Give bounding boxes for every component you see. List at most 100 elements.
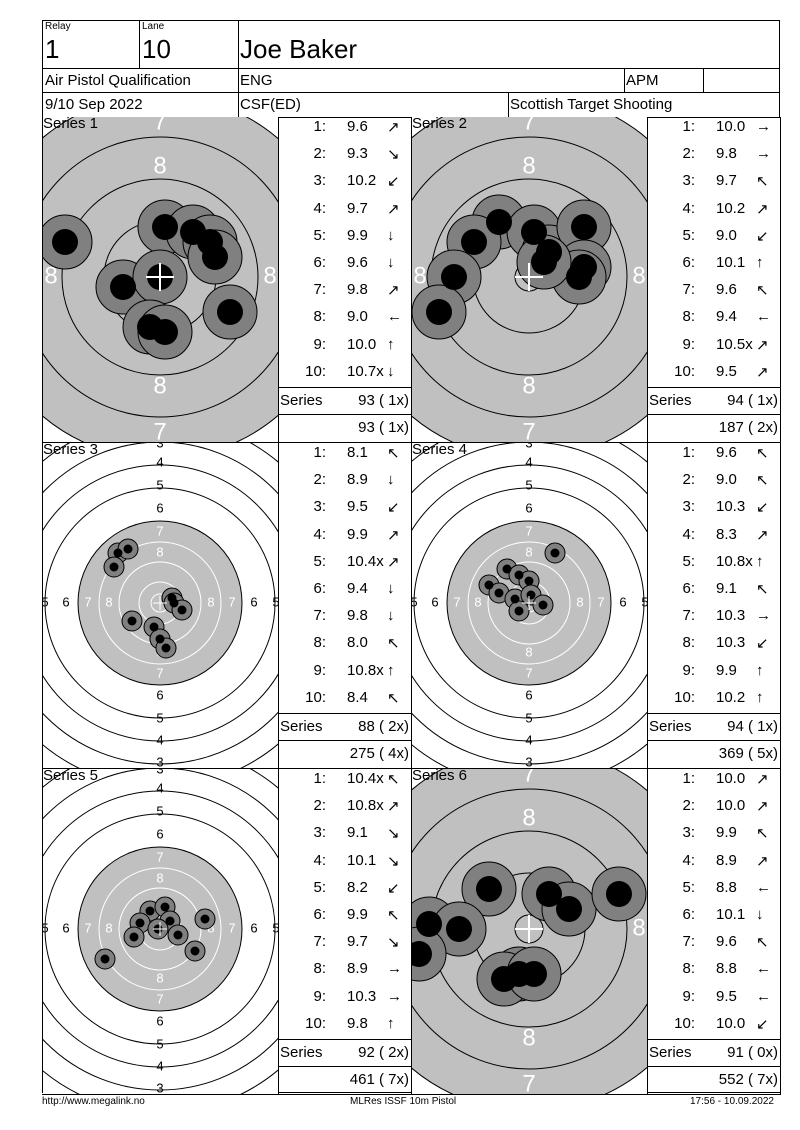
- shot-score: 9.3: [347, 145, 368, 163]
- shot-direction-icon: ↓: [756, 906, 764, 923]
- shot-row: 7: 9.8 ↗: [279, 281, 410, 308]
- shot-row: 2: 9.8 →: [648, 145, 779, 172]
- shot-center: [149, 622, 159, 632]
- shot-number: 5:: [313, 226, 326, 244]
- shot-score: 9.8: [347, 607, 368, 625]
- shot-row: 6: 9.1 ↖: [648, 580, 779, 607]
- shot-row: 4: 8.9 ↗: [648, 852, 779, 879]
- series-title: Series 2: [412, 115, 468, 132]
- shot-direction-icon: ↓: [387, 580, 395, 597]
- shot-center: [521, 961, 547, 987]
- ring-label: 8: [263, 262, 276, 289]
- ring-label: 8: [474, 594, 481, 609]
- shot-direction-icon: ↙: [387, 879, 400, 897]
- relay-label: Relay: [45, 21, 71, 32]
- shot-number: 10:: [305, 688, 326, 706]
- shot-direction-icon: ↗: [387, 200, 400, 218]
- shot-row: 4: 10.1 ↘: [279, 852, 410, 879]
- shot-direction-icon: ↘: [387, 934, 400, 952]
- footer-url[interactable]: http://www.megalink.no: [42, 1096, 145, 1107]
- shot-center: [556, 896, 582, 922]
- shot-direction-icon: →: [387, 960, 402, 978]
- shot-score: 9.1: [716, 580, 737, 597]
- shot-number: 2:: [682, 471, 695, 489]
- shot-row: 1: 8.1 ↖: [279, 444, 410, 471]
- shot-score: 9.4: [347, 580, 368, 597]
- shot-direction-icon: ←: [756, 308, 771, 326]
- shot-score: 9.7: [347, 199, 368, 217]
- shot-center: [152, 319, 178, 345]
- ring-label: 8: [632, 914, 645, 941]
- shot-number: 6:: [682, 254, 695, 271]
- ring-label: 7: [156, 991, 163, 1006]
- ring-label: 7: [153, 418, 166, 442]
- shot-number: 1:: [682, 118, 695, 135]
- shot-direction-icon: ↙: [756, 1015, 769, 1033]
- shot-direction-icon: ↗: [387, 553, 400, 571]
- shot-row: 10: 9.5 ↗: [648, 363, 779, 390]
- series-total: 94 ( 1x): [727, 392, 778, 409]
- ring-label: 8: [156, 870, 163, 885]
- shot-center: [190, 946, 200, 956]
- running-total: 275 ( 4x): [349, 745, 409, 762]
- shot-direction-icon: ↗: [756, 363, 769, 381]
- shot-center: [494, 588, 504, 598]
- target-svg: 7 8 8 7 8 8: [412, 117, 647, 442]
- shot-direction-icon: ↗: [387, 282, 400, 300]
- ring-label: 8: [153, 372, 166, 399]
- ring-label: 5: [156, 710, 163, 725]
- shot-direction-icon: ↖: [387, 689, 400, 707]
- ring-label: 7: [525, 665, 532, 680]
- shot-direction-icon: ↗: [387, 798, 400, 816]
- series-total-label: Series: [649, 1044, 692, 1061]
- shot-center: [152, 214, 178, 240]
- target-svg: 34567887654356788765: [43, 769, 278, 1094]
- shot-score: 9.5: [716, 362, 737, 380]
- shot-row: 7: 9.8 ↓: [279, 607, 410, 634]
- shot-number: 10:: [674, 688, 695, 706]
- shot-score: 10.1: [347, 851, 377, 869]
- series-total-label: Series: [280, 1044, 323, 1061]
- shot-score: 8.9: [347, 471, 368, 489]
- shot-score: 9.6: [716, 281, 737, 299]
- ring-label: 8: [207, 920, 214, 935]
- nation: ENG: [240, 72, 273, 89]
- ring-label: 7: [84, 594, 91, 609]
- shot-score: 10.0: [716, 770, 746, 787]
- shot-direction-icon: →: [756, 118, 771, 135]
- running-total: 93 ( 1x): [358, 419, 409, 436]
- ring-label: 8: [525, 644, 532, 659]
- shot-number: 9:: [313, 661, 326, 679]
- shot-direction-icon: ↙: [387, 499, 400, 517]
- target-4: 34567887654356788765: [412, 443, 647, 768]
- shot-center: [536, 881, 562, 907]
- ring-label: 7: [597, 594, 604, 609]
- ring-label: 8: [156, 970, 163, 985]
- shot-score: 8.8: [716, 960, 737, 978]
- shot-direction-icon: ↓: [387, 362, 395, 380]
- shot-row: 5: 8.2 ↙: [279, 879, 410, 906]
- series-title: Series 1: [43, 115, 99, 132]
- shot-score: 9.0: [716, 471, 737, 489]
- shot-direction-icon: ↗: [756, 852, 769, 870]
- series-total-label: Series: [280, 718, 323, 735]
- shot-score: 9.8: [347, 281, 368, 299]
- shot-number: 5:: [682, 226, 695, 244]
- shot-score: 9.9: [347, 906, 368, 923]
- shot-center: [173, 930, 183, 940]
- ring-label: 4: [156, 454, 163, 469]
- shot-center: [52, 229, 78, 255]
- shot-center: [476, 876, 502, 902]
- series-total: 94 ( 1x): [727, 718, 778, 735]
- shot-score: 9.9: [716, 661, 737, 679]
- shot-center: [486, 209, 512, 235]
- shot-center: [441, 264, 467, 290]
- shot-row: 6: 9.4 ↓: [279, 580, 410, 607]
- shot-score: 8.8: [716, 878, 737, 896]
- shot-row: 1: 10.0 ↗: [648, 770, 779, 797]
- shot-number: 8:: [682, 308, 695, 326]
- shot-direction-icon: ←: [756, 987, 771, 1005]
- series-total-label: Series: [280, 392, 323, 409]
- shot-direction-icon: ↑: [756, 661, 764, 679]
